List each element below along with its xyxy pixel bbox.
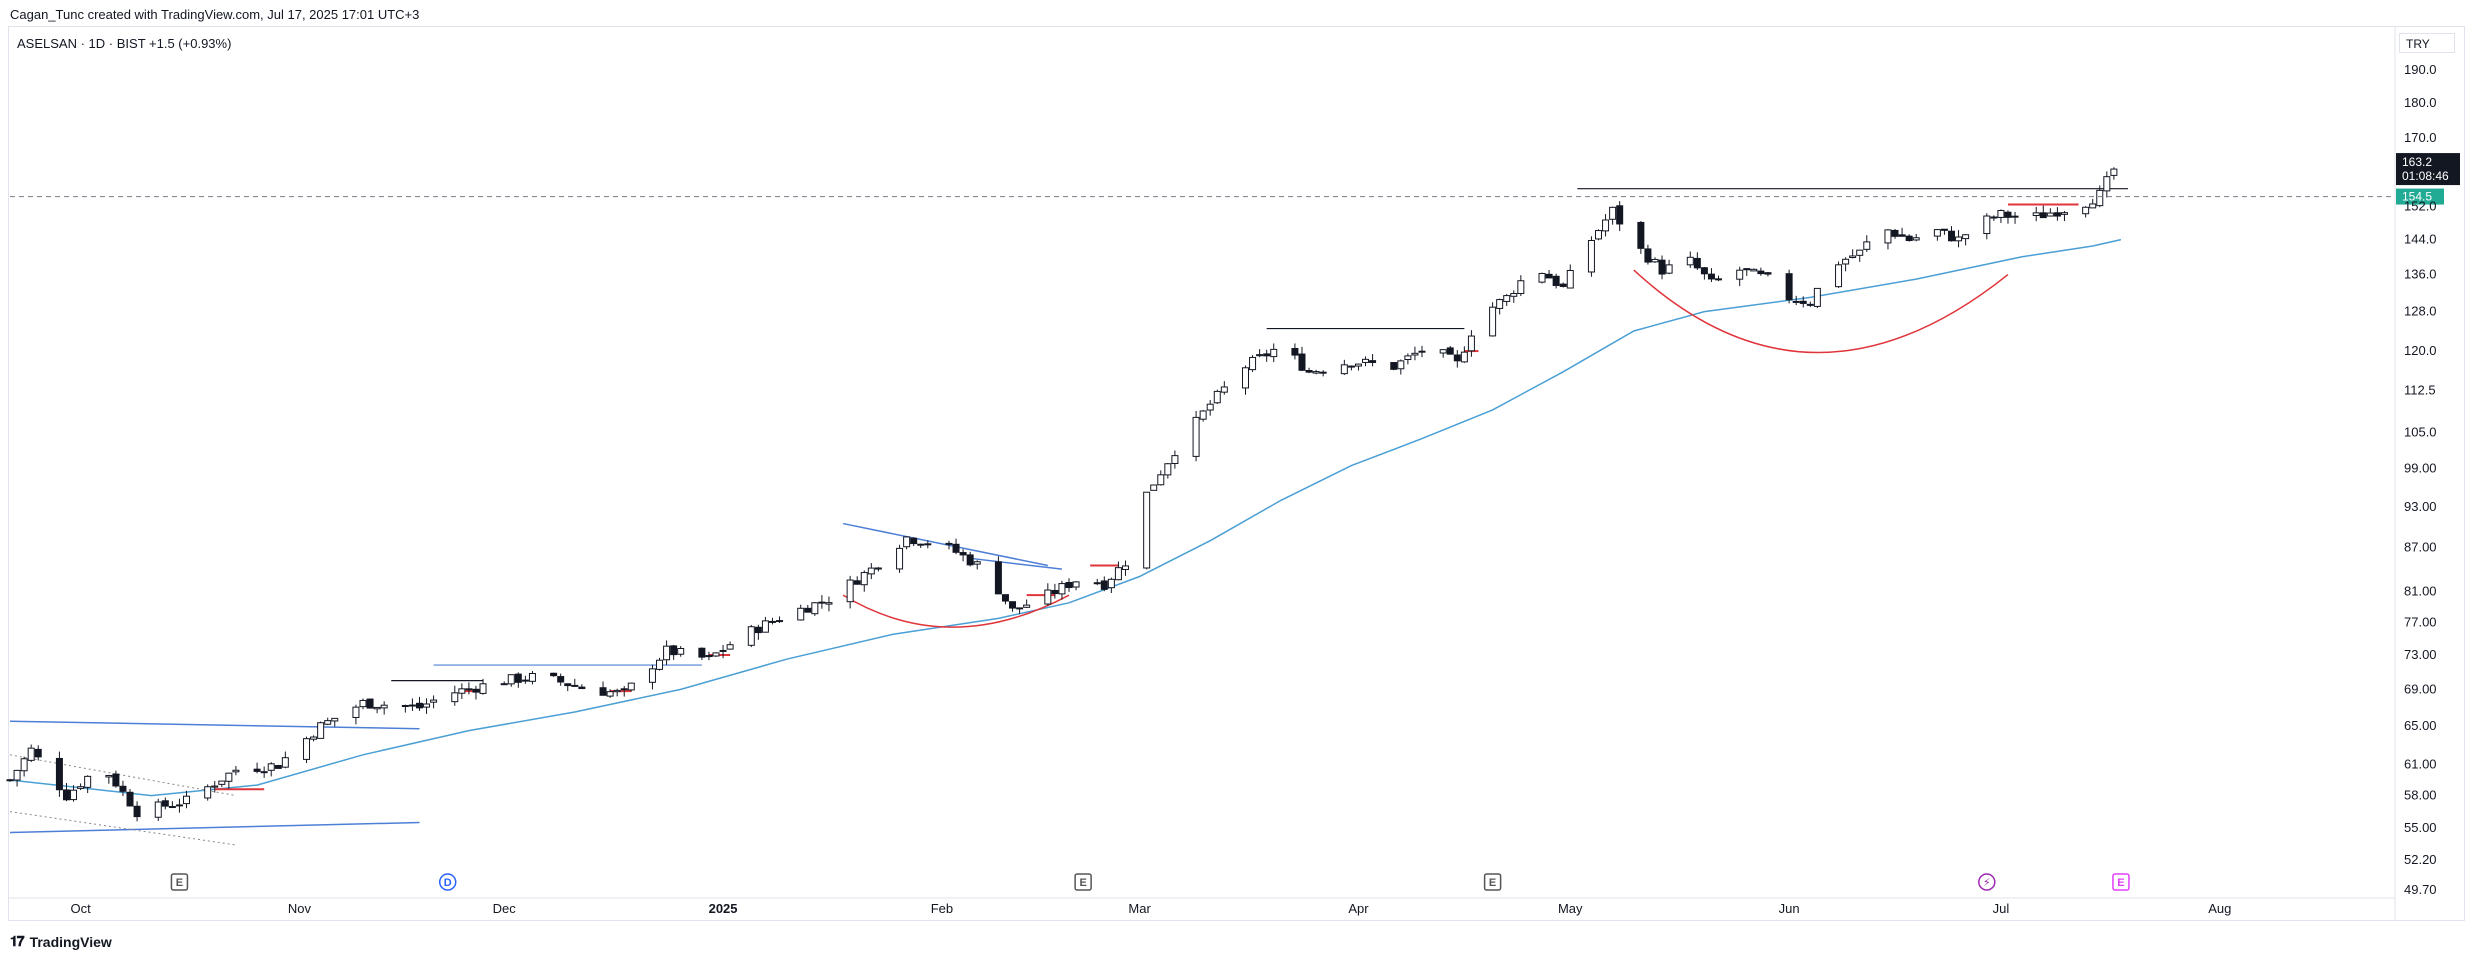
tradingview-brand[interactable]: 𝟏𝟕 TradingView <box>10 933 112 950</box>
legend-change: +1.5 (+0.93%) <box>149 36 232 51</box>
chart-caption: Cagan_Tunc created with TradingView.com,… <box>10 7 420 22</box>
chart-legend[interactable]: ASELSAN · 1D · BIST +1.5 (+0.93%) <box>17 36 231 51</box>
legend-separator-2: · <box>105 36 117 51</box>
brand-name: TradingView <box>29 933 112 950</box>
legend-separator-1: · <box>76 36 89 51</box>
chart-frame <box>8 26 2465 921</box>
legend-interval: 1D <box>88 36 106 51</box>
currency-selector[interactable]: TRY <box>2399 33 2455 53</box>
legend-exchange: BIST <box>116 36 146 51</box>
tradingview-logo-icon: 𝟏𝟕 <box>10 933 25 949</box>
legend-symbol: ASELSAN <box>17 36 77 51</box>
